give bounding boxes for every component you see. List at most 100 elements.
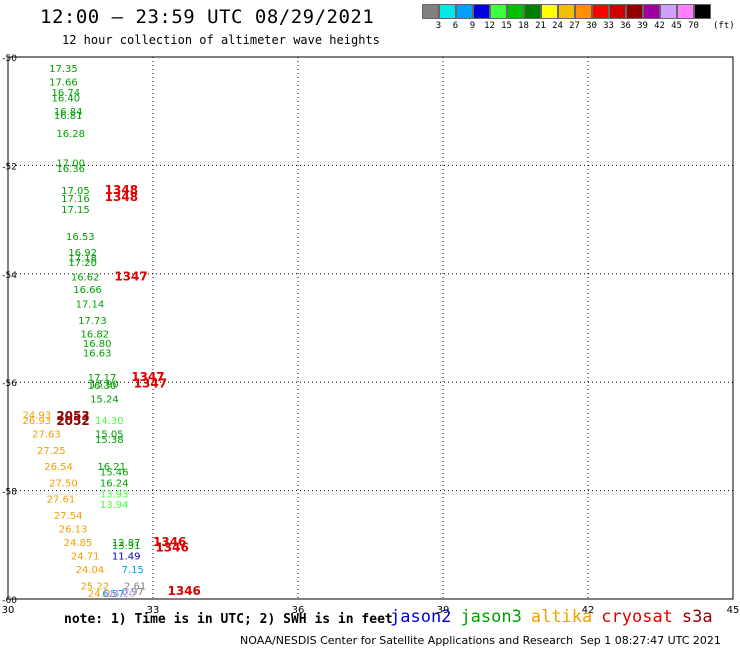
wave-height-label: 17.17: [88, 373, 117, 384]
wave-height-label: 1347: [114, 270, 147, 284]
x-tick-label: 39: [437, 605, 450, 616]
legend-tick-label: 21: [535, 21, 546, 31]
legend-swatch: [524, 4, 541, 19]
satellite-cryosat: cryosat: [601, 607, 673, 627]
legend-tick-label: 30: [586, 21, 597, 31]
legend-swatch: [694, 4, 711, 19]
wave-height-label: 15.90: [90, 379, 119, 390]
satellite-altika: altika: [530, 607, 593, 627]
color-legend: 3 6 9 12 15 18 21 24 27 30 33 36 39 42 45 70: [422, 4, 711, 31]
legend-swatch: [592, 4, 609, 19]
plot-frame: [7, 56, 734, 600]
legend-tick-label: 24: [552, 21, 563, 31]
footer-timestamp: Sep 1 08:27:47 UTC 2021: [580, 634, 721, 647]
wave-height-label: 16.81: [54, 111, 83, 122]
legend-tick-label: 3: [435, 21, 442, 31]
y-tick-label: -56: [2, 379, 17, 389]
wave-height-label: 27.63: [32, 430, 61, 441]
satellite-jason2: jason2: [390, 607, 452, 627]
wave-height-label: 11.49: [112, 552, 141, 563]
wave-height-label: 24.71: [71, 552, 100, 563]
y-tick-label: -52: [2, 162, 17, 172]
chart-title: 12:00 – 23:59 UTC 08/29/2021: [40, 6, 375, 28]
y-tick-label: -60: [2, 596, 17, 606]
wave-height-label: 7.15: [122, 565, 144, 576]
legend-tick-label: 42: [654, 21, 665, 31]
wave-height-label: 16.36: [56, 164, 85, 175]
legend-swatch: [643, 4, 660, 19]
wave-height-label: 15.38: [95, 435, 124, 446]
wave-height-label: 2.61: [124, 581, 146, 592]
wave-height-label: 1348: [105, 190, 138, 204]
wave-height-label: 26.13: [59, 525, 88, 536]
x-tick-label: 42: [582, 605, 595, 616]
legend-swatches: [422, 4, 711, 19]
wave-height-label: 13.94: [100, 500, 129, 511]
x-tick-label: 30: [2, 605, 15, 616]
x-tick-label: 36: [292, 605, 305, 616]
legend-swatch: [541, 4, 558, 19]
legend-tick-label: 70: [688, 21, 699, 31]
chart-subtitle: 12 hour collection of altimeter wave hei…: [62, 33, 380, 47]
y-tick-label: -50: [2, 54, 17, 64]
wave-height-label: 24.93: [23, 411, 52, 422]
wave-height-label: 17.00: [56, 159, 85, 170]
wave-height-label: 17.16: [61, 194, 90, 205]
wave-height-label: 16.21: [97, 462, 126, 473]
wave-height-label: 1346: [153, 535, 186, 549]
wave-height-label: 44.20: [107, 589, 136, 600]
wave-height-label: 16.30: [88, 381, 117, 392]
wave-height-label: 17.18: [68, 254, 97, 265]
x-tick-label: 33: [147, 605, 160, 616]
legend-tick-label: 45: [671, 21, 682, 31]
legend-unit: (ft): [713, 21, 735, 31]
legend-swatch: [677, 4, 694, 19]
footer-credit: NOAA/NESDIS Center for Satellite Applica…: [240, 634, 574, 647]
wave-height-label: 1346: [168, 584, 201, 598]
legend-tick-label: 6: [452, 21, 459, 31]
wave-height-label: 16.66: [73, 285, 102, 296]
wave-height-label: 16.82: [81, 329, 110, 340]
footer-note: note: 1) Time is in UTC; 2) SWH is in fe…: [64, 612, 393, 627]
wave-height-label: 13.93: [100, 489, 129, 500]
wave-height-label: 12.87: [112, 538, 141, 549]
y-tick-label: -58: [2, 488, 17, 498]
wave-height-label: 27.50: [49, 478, 78, 489]
wave-height-label: 17.05: [61, 186, 90, 197]
wave-height-label: 16.62: [71, 273, 100, 284]
wave-height-label: 27.25: [37, 446, 66, 457]
legend-tick-label: 18: [518, 21, 529, 31]
wave-height-label: 2052: [56, 414, 89, 428]
wave-height-label: 26.54: [44, 462, 73, 473]
x-tick-label: 45: [727, 605, 740, 616]
y-tick-label: -54: [2, 271, 17, 281]
legend-swatch: [507, 4, 524, 19]
wave-height-label: 1347: [131, 370, 164, 384]
wave-height-label: 16.80: [83, 339, 112, 350]
legend-swatch: [575, 4, 592, 19]
wave-height-label: 17.20: [68, 258, 97, 269]
wave-height-label: 0.97: [122, 587, 144, 598]
legend-swatch: [558, 4, 575, 19]
wave-height-label: 2053: [56, 409, 89, 423]
legend-swatch: [660, 4, 677, 19]
wave-height-label: 24.85: [64, 538, 93, 549]
legend-tick-label: 15: [501, 21, 512, 31]
wave-height-label: 13.31: [112, 541, 141, 552]
legend-swatch: [439, 4, 456, 19]
legend-swatch: [609, 4, 626, 19]
legend-ticks: 3 6 9 12 15 18 21 24 27 30 33 36 39 42 45 70: [422, 21, 711, 31]
wave-height-label: 15.05: [95, 430, 124, 441]
legend-tick-label: 12: [484, 21, 495, 31]
wave-height-label: 16.92: [68, 248, 97, 259]
wave-height-label: 24.04: [76, 565, 105, 576]
wave-height-label: 15.46: [100, 468, 129, 479]
wave-height-label: 17.66: [49, 77, 78, 88]
legend-tick-label: 27: [569, 21, 580, 31]
wave-height-label: 1346: [155, 541, 188, 555]
satellite-s3a: s3a: [681, 607, 713, 627]
wave-height-label: 1348: [105, 183, 138, 197]
wave-height-label: 16.74: [52, 88, 81, 99]
legend-swatch: [473, 4, 490, 19]
